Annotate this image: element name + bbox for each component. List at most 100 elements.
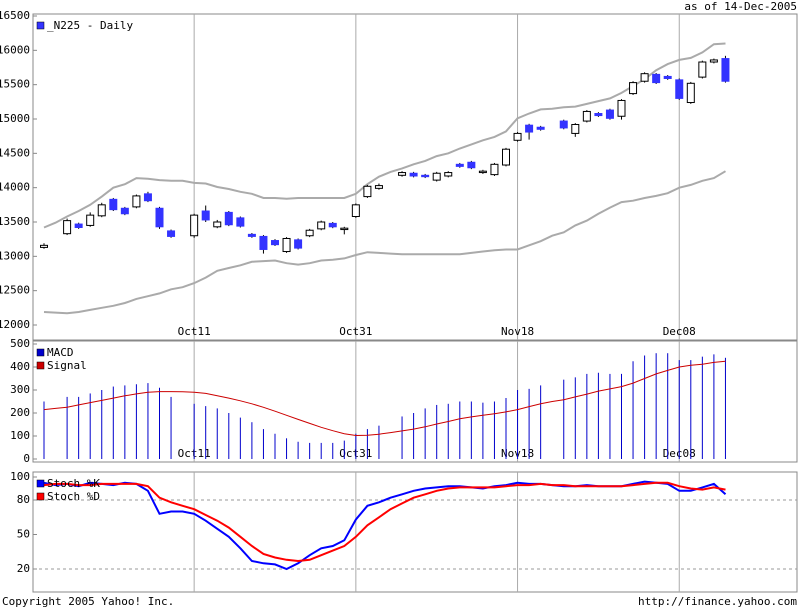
candle-body xyxy=(271,240,279,246)
candle-body xyxy=(640,73,649,82)
candle-body xyxy=(663,75,672,79)
y-tick-label: 20 xyxy=(17,562,30,575)
candle-body xyxy=(455,163,464,167)
candle-body xyxy=(467,161,476,169)
y-tick-label: 100 xyxy=(10,429,30,442)
candle-body xyxy=(594,113,603,117)
candle-body xyxy=(686,82,695,104)
y-tick-label: 16000 xyxy=(0,43,30,56)
band-line xyxy=(43,42,726,229)
candle-body xyxy=(478,170,487,174)
candle-body xyxy=(525,124,534,133)
candle-body xyxy=(97,204,106,217)
y-tick-label: 80 xyxy=(17,493,30,506)
candle-body xyxy=(328,222,337,228)
panel-frame xyxy=(32,471,798,593)
legend-swatch xyxy=(36,479,45,488)
candle-body xyxy=(559,120,568,129)
candle-body xyxy=(143,193,152,202)
candle-body xyxy=(617,99,626,117)
candle-body xyxy=(432,172,441,181)
y-tick-label: 15500 xyxy=(0,78,30,91)
y-tick-label: 14000 xyxy=(0,181,30,194)
candle-body xyxy=(444,172,453,177)
candle-body xyxy=(155,207,164,228)
y-tick-label: 12000 xyxy=(0,318,30,331)
legend-label: Signal xyxy=(47,359,87,372)
panel-frame xyxy=(32,340,798,463)
candle-body xyxy=(282,237,291,253)
candle-body xyxy=(536,126,545,130)
candle-body xyxy=(167,230,176,237)
x-tick-label: Oct31 xyxy=(339,325,372,338)
y-tick-label: 14500 xyxy=(0,146,30,159)
as-of-date: as of 14-Dec-2005 xyxy=(684,0,797,13)
y-tick-label: 200 xyxy=(10,406,30,419)
x-tick-label: Nov18 xyxy=(501,325,534,338)
candle-body xyxy=(132,195,141,208)
signal-line xyxy=(43,360,726,437)
copyright: Copyright 2005 Yahoo! Inc. xyxy=(2,595,174,608)
y-tick-label: 300 xyxy=(10,383,30,396)
candle-body xyxy=(629,82,638,95)
candle-body xyxy=(224,211,233,226)
candle-body xyxy=(502,148,510,166)
panel-frame xyxy=(32,13,798,341)
candle-body xyxy=(421,174,430,178)
candle-body xyxy=(40,244,48,248)
candle-body xyxy=(247,233,256,237)
legend-swatch xyxy=(36,21,45,30)
candle-body xyxy=(74,223,83,228)
candle-body xyxy=(675,79,684,99)
y-tick-label: 100 xyxy=(10,470,30,483)
candle-body xyxy=(201,210,210,221)
y-tick-label: 15000 xyxy=(0,112,30,125)
candle-body xyxy=(294,239,303,249)
candle-body xyxy=(63,220,72,235)
candle-body xyxy=(190,214,199,237)
candle-body xyxy=(120,207,129,215)
y-tick-label: 16500 xyxy=(0,9,30,22)
candle-body xyxy=(490,163,499,176)
candle-body xyxy=(363,185,372,198)
candle-body xyxy=(86,214,95,226)
y-tick-label: 50 xyxy=(17,528,30,541)
candle-body xyxy=(605,109,614,119)
candle-body xyxy=(317,221,326,230)
source-url: http://finance.yahoo.com xyxy=(638,595,797,608)
legend-swatch xyxy=(36,348,45,357)
legend-label: MACD xyxy=(47,346,74,359)
candle-body xyxy=(513,132,522,141)
legend-swatch xyxy=(36,492,45,501)
legend-label: Stoch %D xyxy=(47,490,100,503)
y-tick-label: 0 xyxy=(23,452,30,465)
candle-body xyxy=(259,235,268,250)
y-tick-label: 13500 xyxy=(0,215,30,228)
candle-body xyxy=(340,227,349,231)
y-tick-label: 400 xyxy=(10,360,30,373)
candle-body xyxy=(109,198,118,211)
legend-swatch xyxy=(36,361,45,370)
y-tick-label: 13000 xyxy=(0,249,30,262)
candle-body xyxy=(398,172,407,176)
candle-body xyxy=(351,204,360,218)
candle-body xyxy=(582,110,591,122)
candle-body xyxy=(409,172,418,177)
candle-body xyxy=(571,123,580,134)
candle-body xyxy=(374,185,383,189)
legend-label: _N225 - Daily xyxy=(47,19,133,32)
candle-body xyxy=(213,221,222,228)
x-tick-label: Oct11 xyxy=(178,325,211,338)
y-tick-label: 12500 xyxy=(0,284,30,297)
legend-label: Stoch %K xyxy=(47,477,100,490)
stoch-line xyxy=(43,481,726,563)
candle-body xyxy=(709,59,718,63)
candle-body xyxy=(305,229,314,237)
y-tick-label: 500 xyxy=(10,337,30,350)
candle-body xyxy=(236,217,245,227)
x-tick-label: Dec08 xyxy=(663,325,696,338)
candle-body xyxy=(698,61,707,78)
candle-body xyxy=(721,58,730,82)
